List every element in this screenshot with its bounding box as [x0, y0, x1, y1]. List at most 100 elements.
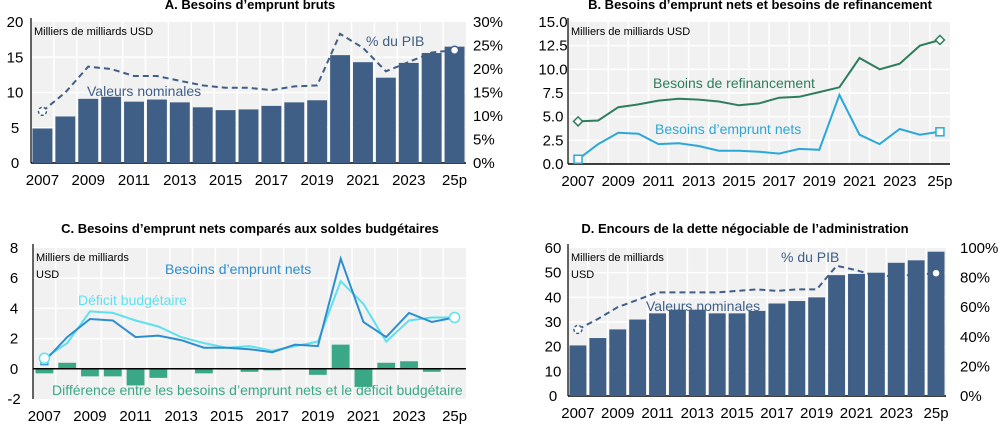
x-tick-label: 2007 — [561, 405, 594, 422]
bar-gross-borrowing — [238, 109, 259, 163]
y-tick-label: -2 — [7, 391, 20, 408]
y-tick-label: 0.0 — [543, 156, 564, 173]
marker-start — [37, 106, 48, 117]
x-tick-label: 2009 — [601, 405, 634, 422]
bar-gross-borrowing — [284, 102, 305, 163]
unit-label: Milliers de milliards USD — [34, 26, 153, 38]
x-tick-label: 2007 — [561, 173, 594, 190]
marker-end — [931, 268, 941, 278]
x-tick-label: 2013 — [163, 172, 196, 189]
y2-tick-label: 60% — [960, 299, 990, 316]
y-tick-label: 2 — [10, 331, 18, 348]
bar-gross-borrowing — [101, 96, 122, 163]
x-tick-label: 2017 — [256, 408, 289, 425]
bar-outstanding-debt — [609, 329, 627, 396]
bar-outstanding-debt — [629, 319, 647, 396]
y-tick-label: 20 — [7, 14, 24, 31]
y2-tick-label: 20% — [473, 61, 503, 78]
bar-outstanding-debt — [907, 260, 925, 396]
bar-outstanding-debt — [788, 301, 806, 396]
marker-square — [935, 127, 945, 137]
panel-c: -2 0 2 4 6 8 2007 2009 2011 2013 2015 2017 2019 2021 2… — [7, 240, 467, 425]
x-tick-label: 2011 — [641, 405, 673, 422]
x-tick-label: 2019 — [301, 408, 334, 425]
annotation-deficit: Déficit budgétaire — [78, 292, 187, 308]
x-tick-label: 2017 — [255, 172, 288, 189]
bar-difference — [103, 368, 122, 377]
x-tick-label: 2007 — [26, 172, 59, 189]
bar-gross-borrowing — [169, 102, 190, 163]
x-tick-label: 2009 — [73, 408, 106, 425]
x-tick-label: 2017 — [762, 173, 795, 190]
bar-gross-borrowing — [32, 128, 53, 163]
bar-outstanding-debt — [589, 338, 607, 396]
panel-c-title: C. Besoins d’emprunt nets comparés aux s… — [61, 221, 439, 236]
y-tick-label: 15 — [7, 49, 24, 66]
panel-a: 0 5 10 15 20 0% 5% 10% 15% 20% 25% 30% 2007 2009 2011 2… — [7, 14, 503, 189]
marker-end — [449, 45, 460, 55]
bar-outstanding-debt — [848, 273, 865, 396]
y-tick-label: 4 — [10, 300, 18, 317]
bar-outstanding-debt — [728, 313, 746, 396]
x-tick-label: 25p — [927, 173, 952, 190]
y2-tick-label: 0% — [473, 155, 495, 172]
y2-tick-label: 5% — [473, 132, 495, 149]
panel-b: 0.0 2.5 5.0 7.5 10.0 12.5 15.0 2007 2009 2011 2013… — [538, 14, 952, 190]
y-tick-label: 30 — [545, 314, 562, 331]
y2-tick-label: 0% — [960, 388, 982, 405]
bar-difference — [308, 368, 327, 375]
marker-start — [573, 324, 583, 335]
line-deficit — [43, 279, 455, 360]
x-tick-label: 2009 — [602, 173, 635, 190]
bar-gross-borrowing — [375, 77, 396, 163]
x-tick-label: 2023 — [883, 173, 916, 190]
y-tick-label: 10 — [545, 363, 562, 380]
x-tick-label: 2021 — [843, 173, 876, 190]
y2-tick-label: 80% — [960, 270, 990, 287]
annotation-net-borrowing: Besoins d’emprunt nets — [165, 261, 311, 277]
bar-gross-borrowing — [146, 99, 167, 163]
bar-gross-borrowing — [307, 100, 328, 163]
y-tick-label: 5 — [11, 120, 19, 137]
x-tick-label: 2021 — [347, 408, 380, 425]
annotation-difference: Différence entre les besoins d’emprunt n… — [52, 382, 463, 398]
bar-outstanding-debt — [887, 262, 905, 396]
annotation-net-borrowing: Besoins d’emprunt nets — [655, 121, 801, 137]
panel-b-title: B. Besoins d’emprunt nets et besoins de … — [588, 0, 933, 12]
y2-tick-label: 40% — [960, 329, 990, 346]
bar-outstanding-debt — [649, 313, 666, 396]
y2-tick-label: 30% — [473, 14, 503, 31]
x-tick-label: 2019 — [803, 173, 836, 190]
y-tick-label: 0 — [549, 388, 557, 405]
bar-outstanding-debt — [867, 272, 885, 396]
x-tick-label: 25p — [924, 405, 949, 422]
panel-a-title: A. Besoins d’emprunt bruts — [165, 0, 335, 12]
x-tick-label: 25p — [442, 408, 467, 425]
marker-circle — [448, 311, 461, 324]
annotation-pct-gdp: % du PIB — [366, 33, 424, 49]
x-tick-label: 2011 — [118, 172, 150, 189]
line-net-borrowing — [43, 255, 455, 362]
marker-circle — [38, 352, 51, 364]
y2-tick-label: 20% — [960, 358, 990, 375]
bar-difference — [354, 368, 373, 387]
x-tick-label: 2009 — [72, 172, 105, 189]
y2-tick-label: 100% — [960, 240, 998, 257]
y-tick-label: 0 — [10, 361, 18, 378]
bar-difference — [195, 368, 213, 374]
bar-outstanding-debt — [927, 251, 945, 396]
y-tick-label: 15.0 — [538, 14, 567, 31]
y-tick-label: 2.5 — [543, 132, 564, 149]
y2-tick-label: 15% — [473, 85, 503, 102]
bar-difference — [58, 362, 77, 369]
x-tick-label: 25p — [442, 172, 467, 189]
unit-label: USD — [36, 269, 59, 281]
y-tick-label: 5.0 — [543, 109, 564, 126]
x-tick-label: 2011 — [119, 408, 151, 425]
bar-difference — [331, 344, 350, 369]
x-tick-label: 2007 — [28, 408, 61, 425]
bar-gross-borrowing — [330, 55, 351, 164]
x-tick-label: 2015 — [210, 408, 243, 425]
unit-label: USD — [571, 269, 594, 281]
x-tick-label: 2023 — [392, 408, 425, 425]
